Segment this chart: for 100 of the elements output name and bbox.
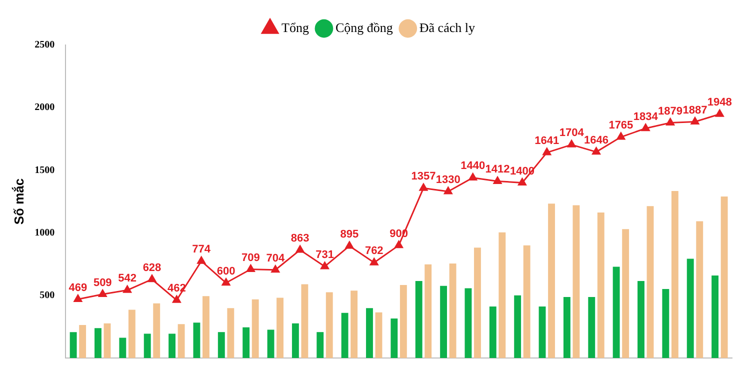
data-label: 863 — [290, 232, 310, 244]
data-label: 628 — [142, 262, 162, 274]
point — [370, 258, 378, 266]
point — [222, 278, 230, 286]
bar — [440, 286, 448, 358]
data-label: 895 — [340, 228, 359, 240]
bar — [498, 232, 506, 358]
bar — [104, 323, 111, 358]
point — [493, 176, 502, 184]
data-label: 1704 — [559, 127, 585, 140]
data-label: 542 — [118, 272, 136, 285]
data-label: 704 — [266, 252, 286, 264]
point — [444, 186, 452, 194]
bar — [276, 298, 284, 358]
point — [616, 132, 626, 140]
point — [715, 109, 724, 117]
point — [320, 262, 329, 270]
point — [690, 117, 700, 124]
data-label: 1330 — [436, 174, 460, 186]
bar — [523, 245, 530, 358]
bar — [400, 285, 407, 358]
bar — [712, 275, 719, 358]
y-tick-label: 1000 — [34, 227, 55, 238]
y-axis-title: Số mắc — [11, 178, 26, 225]
point — [246, 264, 255, 272]
bar — [267, 330, 274, 358]
bar — [242, 327, 250, 358]
bar — [79, 324, 86, 358]
bar — [128, 310, 136, 358]
data-label: 509 — [93, 276, 112, 289]
bar — [597, 212, 604, 358]
bar — [464, 288, 472, 358]
bar — [424, 264, 432, 358]
bar — [720, 196, 728, 358]
point — [172, 295, 181, 303]
bar — [646, 206, 654, 358]
bar — [548, 204, 555, 358]
point — [567, 140, 576, 148]
bar — [341, 312, 348, 358]
bar — [366, 308, 373, 358]
point — [74, 294, 82, 302]
bar — [292, 323, 299, 358]
point — [542, 148, 552, 156]
bar — [178, 324, 185, 358]
data-label: 1357 — [411, 170, 436, 183]
bar — [563, 297, 570, 358]
bar — [326, 292, 333, 358]
data-label: 1412 — [485, 164, 510, 176]
point — [592, 147, 600, 155]
bar — [227, 308, 234, 358]
bar — [449, 263, 456, 358]
point — [419, 183, 428, 191]
point — [271, 265, 280, 273]
point — [394, 240, 404, 248]
legend-label: Tổng — [282, 20, 310, 35]
bar — [612, 266, 620, 358]
data-label: 1765 — [608, 120, 634, 132]
bar — [202, 296, 210, 358]
data-label: 1440 — [460, 160, 486, 172]
bar — [94, 328, 102, 358]
point — [148, 274, 156, 282]
bar — [301, 284, 308, 358]
bar — [538, 306, 546, 358]
bar — [252, 299, 259, 358]
data-label: 1834 — [633, 110, 659, 123]
data-label: 1646 — [584, 134, 608, 146]
data-label: 731 — [316, 249, 334, 262]
bar — [218, 332, 225, 358]
point — [641, 124, 650, 132]
data-label: 1948 — [707, 96, 732, 109]
bar — [415, 281, 422, 358]
bar — [70, 332, 77, 358]
bar — [638, 281, 644, 358]
bar — [588, 297, 596, 358]
point — [296, 245, 304, 253]
data-label: 1641 — [534, 135, 560, 148]
bar — [514, 295, 522, 358]
point — [123, 285, 132, 293]
point — [98, 290, 107, 298]
y-tick-label: 2500 — [34, 40, 55, 51]
bar — [153, 303, 160, 358]
point — [518, 178, 526, 186]
data-label: 600 — [216, 265, 236, 278]
bar — [572, 205, 580, 358]
legend-label: Đã cách ly — [419, 20, 476, 35]
data-label: 774 — [192, 244, 212, 256]
bar — [119, 338, 126, 358]
bar — [686, 258, 694, 358]
bar — [144, 334, 151, 358]
bar — [168, 334, 176, 358]
y-tick-label: 500 — [40, 290, 55, 301]
bar — [375, 312, 382, 358]
bar — [390, 318, 398, 358]
data-label: 1879 — [658, 105, 683, 118]
bar — [662, 289, 670, 358]
bar — [696, 221, 704, 358]
bar — [316, 332, 324, 358]
data-label: 762 — [364, 245, 384, 258]
bar — [193, 322, 200, 358]
point — [345, 241, 354, 249]
